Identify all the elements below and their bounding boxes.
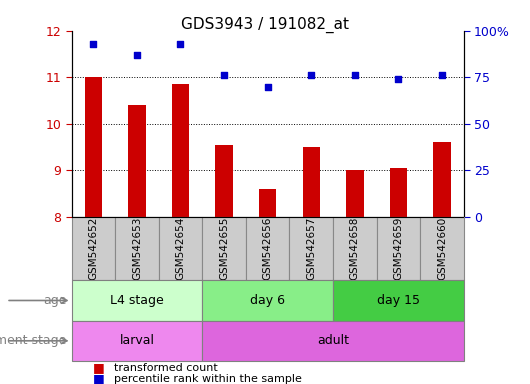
Text: GSM542653: GSM542653: [132, 217, 142, 280]
Bar: [303, 147, 320, 217]
Text: L4 stage: L4 stage: [110, 294, 164, 307]
Bar: [346, 170, 364, 217]
Bar: [420, 217, 464, 280]
Bar: [202, 280, 333, 321]
Bar: [433, 142, 450, 217]
Bar: [202, 321, 464, 361]
Text: transformed count: transformed count: [114, 363, 218, 373]
Text: GSM542654: GSM542654: [175, 217, 186, 280]
Bar: [72, 321, 202, 361]
Bar: [115, 217, 158, 280]
Bar: [202, 217, 246, 280]
Point: [89, 41, 98, 47]
Bar: [289, 217, 333, 280]
Bar: [377, 217, 420, 280]
Bar: [390, 168, 407, 217]
Bar: [72, 217, 115, 280]
Point: [263, 84, 272, 90]
Bar: [259, 189, 276, 217]
Point: [350, 72, 359, 78]
Text: ■: ■: [93, 372, 104, 384]
Text: GSM542659: GSM542659: [393, 217, 403, 280]
Text: GDS3943 / 191082_at: GDS3943 / 191082_at: [181, 17, 349, 33]
Bar: [215, 145, 233, 217]
Text: GSM542656: GSM542656: [263, 217, 272, 280]
Text: adult: adult: [317, 334, 349, 347]
Text: ■: ■: [93, 361, 104, 374]
Text: age: age: [43, 294, 66, 307]
Point: [176, 41, 185, 47]
Text: development stage: development stage: [0, 334, 66, 347]
Point: [438, 72, 446, 78]
Bar: [85, 77, 102, 217]
Point: [132, 52, 141, 58]
Text: day 15: day 15: [377, 294, 420, 307]
Text: GSM542658: GSM542658: [350, 217, 360, 280]
Bar: [172, 84, 189, 217]
Point: [307, 72, 315, 78]
Bar: [72, 280, 202, 321]
Text: GSM542655: GSM542655: [219, 217, 229, 280]
Bar: [333, 280, 464, 321]
Text: GSM542657: GSM542657: [306, 217, 316, 280]
Text: percentile rank within the sample: percentile rank within the sample: [114, 374, 302, 384]
Text: GSM542660: GSM542660: [437, 217, 447, 280]
Bar: [158, 217, 202, 280]
Point: [394, 76, 403, 82]
Bar: [333, 217, 377, 280]
Bar: [128, 105, 146, 217]
Bar: [246, 217, 289, 280]
Text: day 6: day 6: [250, 294, 285, 307]
Text: larval: larval: [119, 334, 154, 347]
Point: [220, 72, 228, 78]
Text: GSM542652: GSM542652: [89, 217, 99, 280]
